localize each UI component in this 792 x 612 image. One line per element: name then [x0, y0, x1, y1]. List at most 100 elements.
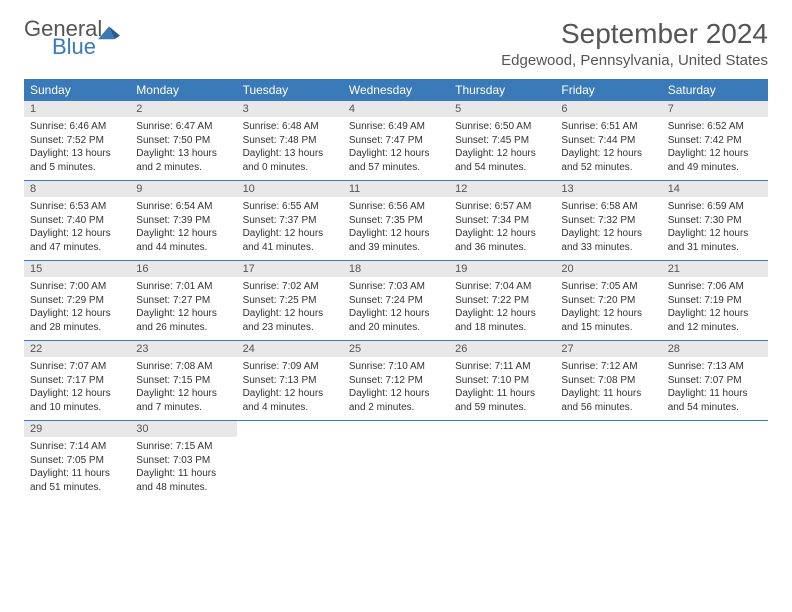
day-cell: 25Sunrise: 7:10 AMSunset: 7:12 PMDayligh… — [343, 341, 449, 421]
day-cell: 21Sunrise: 7:06 AMSunset: 7:19 PMDayligh… — [662, 261, 768, 341]
month-title: September 2024 — [501, 18, 768, 50]
day-data: Sunrise: 7:02 AMSunset: 7:25 PMDaylight:… — [237, 277, 343, 340]
day-number: 9 — [130, 181, 236, 197]
day-number: 3 — [237, 101, 343, 117]
sunset-line: Sunset: 7:35 PM — [349, 214, 443, 228]
daylight-line: Daylight: 12 hours and 57 minutes. — [349, 147, 443, 174]
day-cell: 17Sunrise: 7:02 AMSunset: 7:25 PMDayligh… — [237, 261, 343, 341]
day-number: 6 — [555, 101, 661, 117]
sunset-line: Sunset: 7:45 PM — [455, 134, 549, 148]
day-data: Sunrise: 7:04 AMSunset: 7:22 PMDaylight:… — [449, 277, 555, 340]
sunrise-line: Sunrise: 7:00 AM — [30, 280, 124, 294]
sunset-line: Sunset: 7:48 PM — [243, 134, 337, 148]
day-data: Sunrise: 7:10 AMSunset: 7:12 PMDaylight:… — [343, 357, 449, 420]
day-cell: 19Sunrise: 7:04 AMSunset: 7:22 PMDayligh… — [449, 261, 555, 341]
day-cell: 28Sunrise: 7:13 AMSunset: 7:07 PMDayligh… — [662, 341, 768, 421]
day-number: 28 — [662, 341, 768, 357]
sunset-line: Sunset: 7:03 PM — [136, 454, 230, 468]
sunrise-line: Sunrise: 6:53 AM — [30, 200, 124, 214]
day-data: Sunrise: 6:56 AMSunset: 7:35 PMDaylight:… — [343, 197, 449, 260]
sunset-line: Sunset: 7:25 PM — [243, 294, 337, 308]
day-cell: 14Sunrise: 6:59 AMSunset: 7:30 PMDayligh… — [662, 181, 768, 261]
sunrise-line: Sunrise: 7:01 AM — [136, 280, 230, 294]
day-cell: 9Sunrise: 6:54 AMSunset: 7:39 PMDaylight… — [130, 181, 236, 261]
calendar-row: 29Sunrise: 7:14 AMSunset: 7:05 PMDayligh… — [24, 421, 768, 501]
day-data: Sunrise: 6:57 AMSunset: 7:34 PMDaylight:… — [449, 197, 555, 260]
day-cell: 10Sunrise: 6:55 AMSunset: 7:37 PMDayligh… — [237, 181, 343, 261]
day-data: Sunrise: 6:47 AMSunset: 7:50 PMDaylight:… — [130, 117, 236, 180]
sunset-line: Sunset: 7:52 PM — [30, 134, 124, 148]
day-data: Sunrise: 6:54 AMSunset: 7:39 PMDaylight:… — [130, 197, 236, 260]
day-number: 21 — [662, 261, 768, 277]
daylight-line: Daylight: 13 hours and 2 minutes. — [136, 147, 230, 174]
day-data: Sunrise: 7:14 AMSunset: 7:05 PMDaylight:… — [24, 437, 130, 500]
daylight-line: Daylight: 12 hours and 49 minutes. — [668, 147, 762, 174]
day-data: Sunrise: 6:58 AMSunset: 7:32 PMDaylight:… — [555, 197, 661, 260]
sunset-line: Sunset: 7:05 PM — [30, 454, 124, 468]
day-cell: 13Sunrise: 6:58 AMSunset: 7:32 PMDayligh… — [555, 181, 661, 261]
day-number: 7 — [662, 101, 768, 117]
day-cell: 26Sunrise: 7:11 AMSunset: 7:10 PMDayligh… — [449, 341, 555, 421]
daylight-line: Daylight: 12 hours and 4 minutes. — [243, 387, 337, 414]
sunrise-line: Sunrise: 7:04 AM — [455, 280, 549, 294]
weekday-header-row: Sunday Monday Tuesday Wednesday Thursday… — [24, 79, 768, 101]
daylight-line: Daylight: 12 hours and 33 minutes. — [561, 227, 655, 254]
day-number: 15 — [24, 261, 130, 277]
sunset-line: Sunset: 7:27 PM — [136, 294, 230, 308]
sunset-line: Sunset: 7:39 PM — [136, 214, 230, 228]
day-cell: 7Sunrise: 6:52 AMSunset: 7:42 PMDaylight… — [662, 101, 768, 181]
day-number: 5 — [449, 101, 555, 117]
sunset-line: Sunset: 7:20 PM — [561, 294, 655, 308]
weekday-header: Tuesday — [237, 79, 343, 101]
calendar-body: 1Sunrise: 6:46 AMSunset: 7:52 PMDaylight… — [24, 101, 768, 500]
day-data: Sunrise: 7:03 AMSunset: 7:24 PMDaylight:… — [343, 277, 449, 340]
daylight-line: Daylight: 12 hours and 28 minutes. — [30, 307, 124, 334]
calendar-row: 22Sunrise: 7:07 AMSunset: 7:17 PMDayligh… — [24, 341, 768, 421]
daylight-line: Daylight: 12 hours and 31 minutes. — [668, 227, 762, 254]
day-cell: 27Sunrise: 7:12 AMSunset: 7:08 PMDayligh… — [555, 341, 661, 421]
day-data: Sunrise: 6:50 AMSunset: 7:45 PMDaylight:… — [449, 117, 555, 180]
sunrise-line: Sunrise: 6:46 AM — [30, 120, 124, 134]
weekday-header: Friday — [555, 79, 661, 101]
sunset-line: Sunset: 7:10 PM — [455, 374, 549, 388]
day-cell: 4Sunrise: 6:49 AMSunset: 7:47 PMDaylight… — [343, 101, 449, 181]
day-cell: 5Sunrise: 6:50 AMSunset: 7:45 PMDaylight… — [449, 101, 555, 181]
day-number: 29 — [24, 421, 130, 437]
sunset-line: Sunset: 7:17 PM — [30, 374, 124, 388]
daylight-line: Daylight: 12 hours and 47 minutes. — [30, 227, 124, 254]
weekday-header: Sunday — [24, 79, 130, 101]
day-cell: 22Sunrise: 7:07 AMSunset: 7:17 PMDayligh… — [24, 341, 130, 421]
day-number: 18 — [343, 261, 449, 277]
sunrise-line: Sunrise: 7:03 AM — [349, 280, 443, 294]
sunrise-line: Sunrise: 6:49 AM — [349, 120, 443, 134]
sunset-line: Sunset: 7:12 PM — [349, 374, 443, 388]
day-cell: 6Sunrise: 6:51 AMSunset: 7:44 PMDaylight… — [555, 101, 661, 181]
location: Edgewood, Pennsylvania, United States — [501, 52, 768, 69]
day-cell: 15Sunrise: 7:00 AMSunset: 7:29 PMDayligh… — [24, 261, 130, 341]
empty-cell — [662, 421, 768, 501]
daylight-line: Daylight: 12 hours and 20 minutes. — [349, 307, 443, 334]
day-data: Sunrise: 6:46 AMSunset: 7:52 PMDaylight:… — [24, 117, 130, 180]
weekday-header: Wednesday — [343, 79, 449, 101]
sunset-line: Sunset: 7:19 PM — [668, 294, 762, 308]
day-data: Sunrise: 6:59 AMSunset: 7:30 PMDaylight:… — [662, 197, 768, 260]
sunrise-line: Sunrise: 7:09 AM — [243, 360, 337, 374]
daylight-line: Daylight: 13 hours and 0 minutes. — [243, 147, 337, 174]
daylight-line: Daylight: 12 hours and 12 minutes. — [668, 307, 762, 334]
day-data: Sunrise: 7:05 AMSunset: 7:20 PMDaylight:… — [555, 277, 661, 340]
day-data: Sunrise: 6:53 AMSunset: 7:40 PMDaylight:… — [24, 197, 130, 260]
daylight-line: Daylight: 13 hours and 5 minutes. — [30, 147, 124, 174]
daylight-line: Daylight: 12 hours and 15 minutes. — [561, 307, 655, 334]
daylight-line: Daylight: 12 hours and 26 minutes. — [136, 307, 230, 334]
day-cell: 3Sunrise: 6:48 AMSunset: 7:48 PMDaylight… — [237, 101, 343, 181]
day-number: 12 — [449, 181, 555, 197]
day-cell: 2Sunrise: 6:47 AMSunset: 7:50 PMDaylight… — [130, 101, 236, 181]
day-number: 4 — [343, 101, 449, 117]
day-number: 10 — [237, 181, 343, 197]
day-data: Sunrise: 7:11 AMSunset: 7:10 PMDaylight:… — [449, 357, 555, 420]
day-number: 13 — [555, 181, 661, 197]
daylight-line: Daylight: 12 hours and 54 minutes. — [455, 147, 549, 174]
empty-cell — [343, 421, 449, 501]
day-data: Sunrise: 7:13 AMSunset: 7:07 PMDaylight:… — [662, 357, 768, 420]
day-number: 1 — [24, 101, 130, 117]
